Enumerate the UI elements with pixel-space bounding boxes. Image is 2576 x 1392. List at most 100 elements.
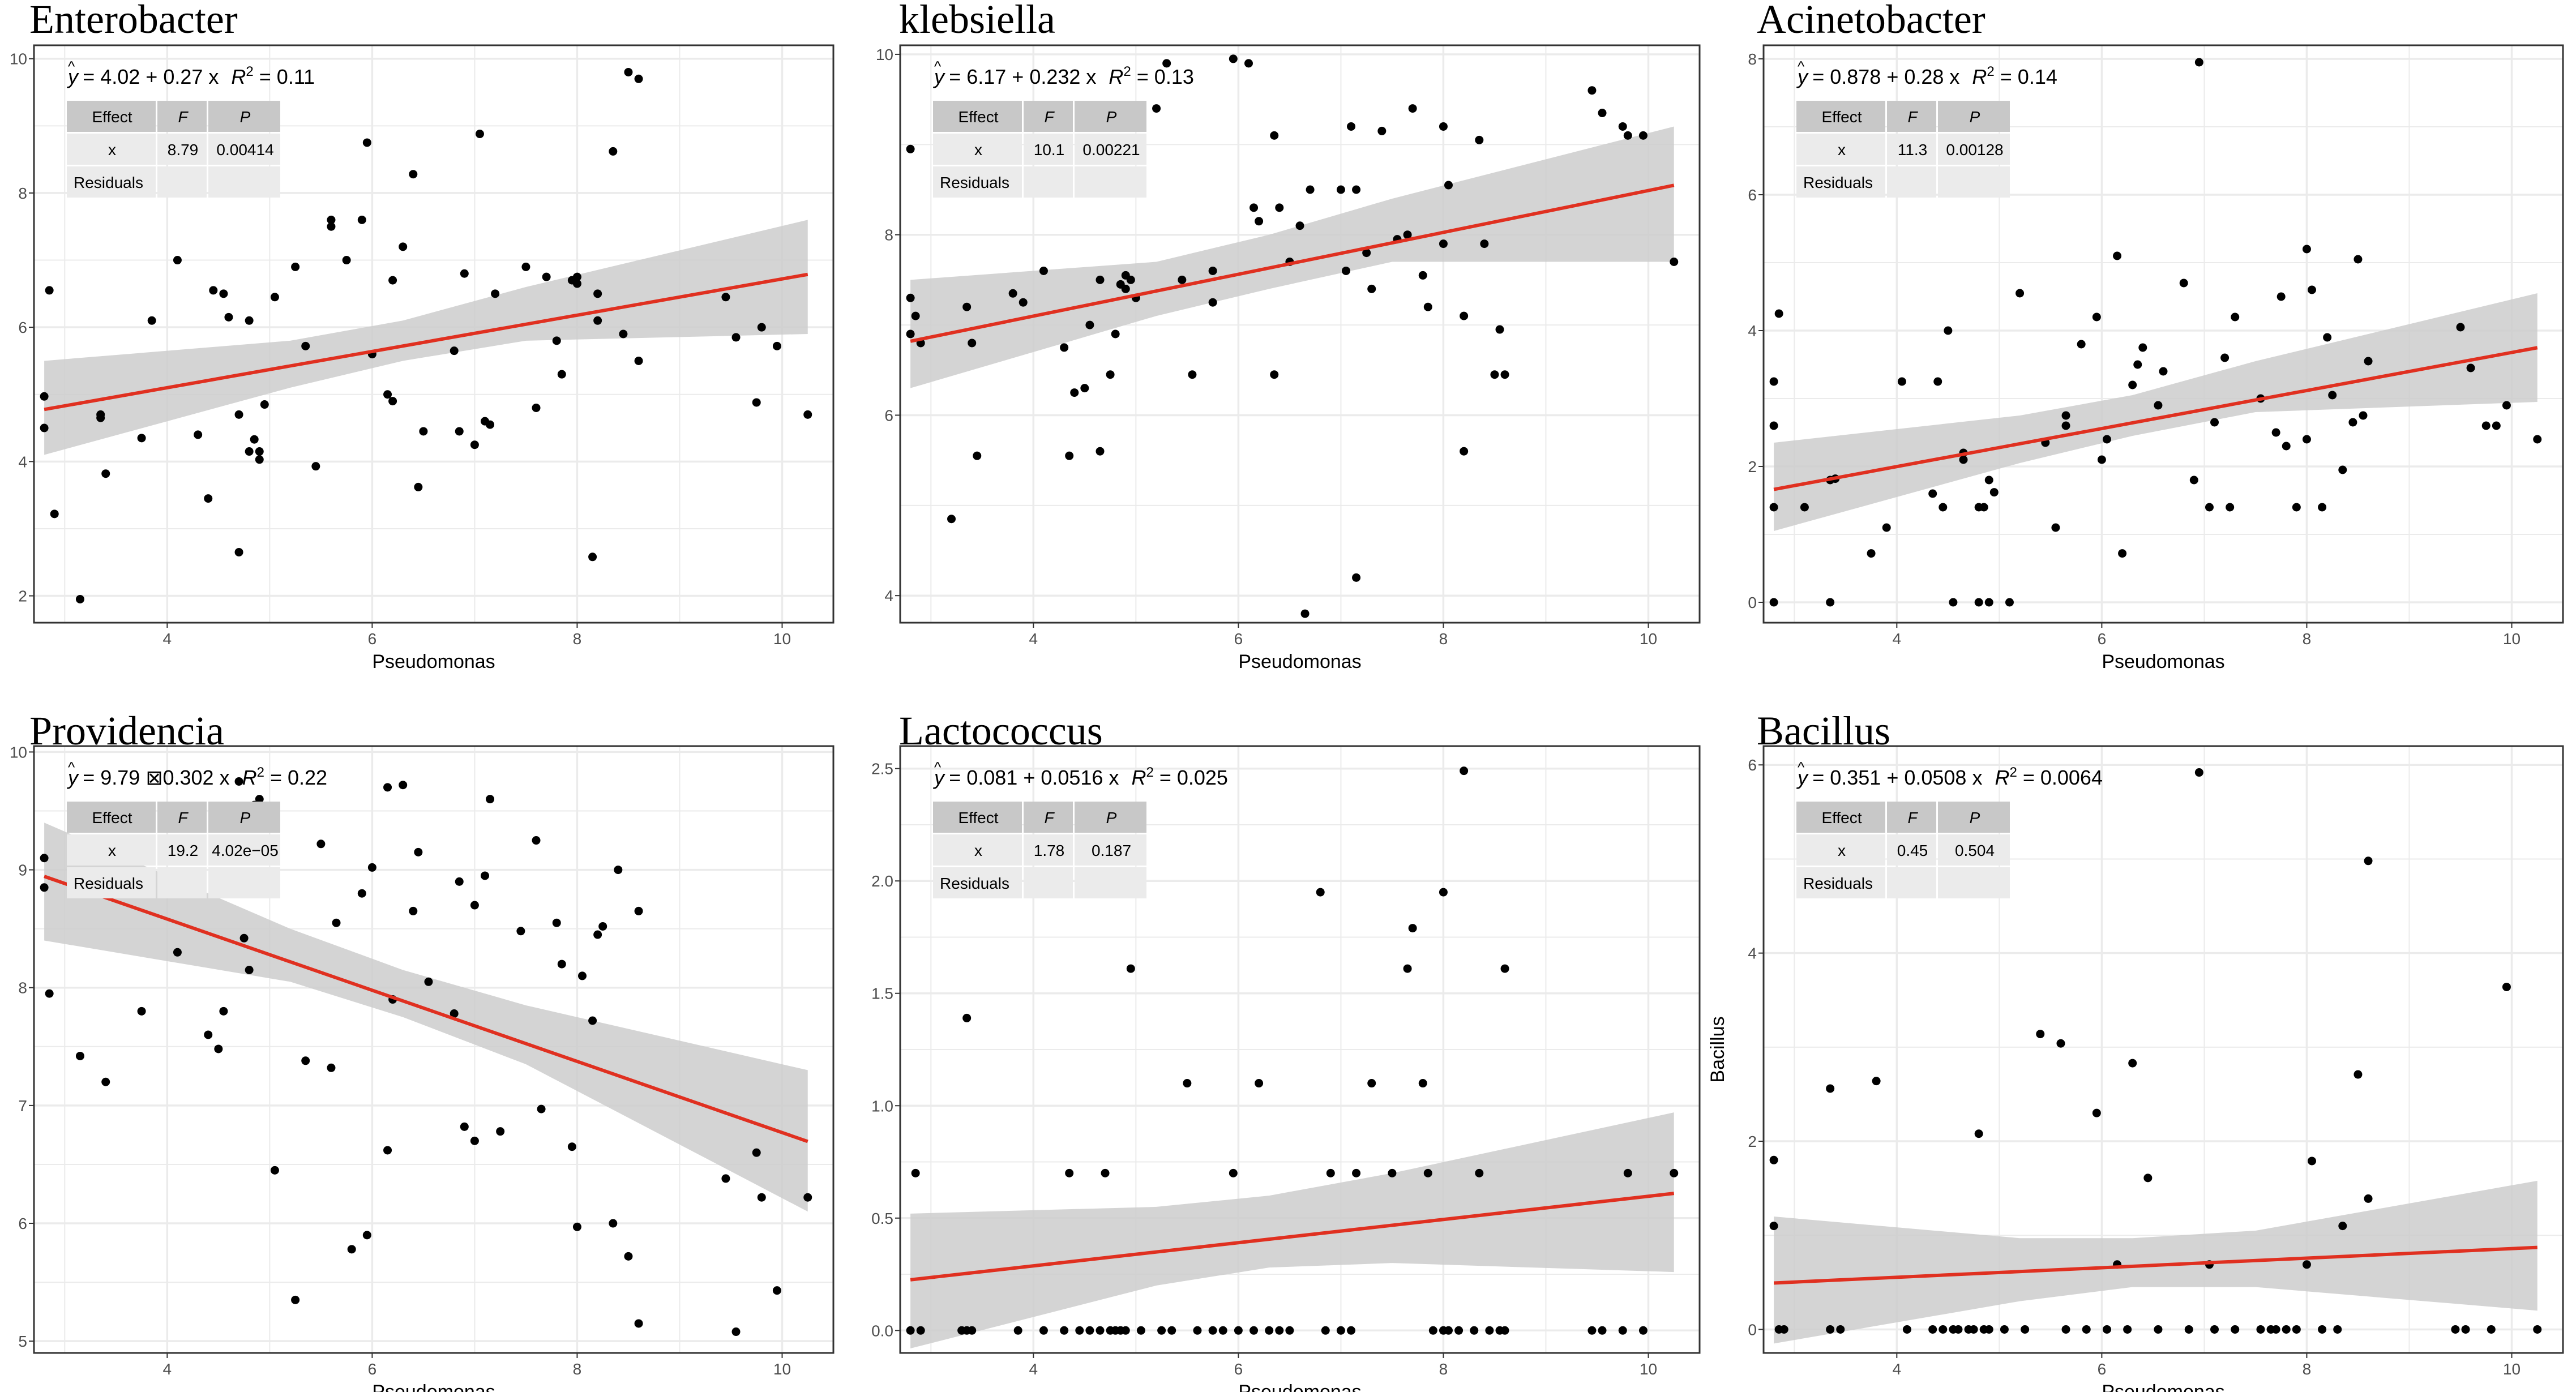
table-cell: 0.00221 xyxy=(1082,141,1140,159)
data-point xyxy=(45,989,54,998)
data-point xyxy=(1475,1168,1484,1177)
data-point xyxy=(1080,384,1089,393)
data-point xyxy=(362,1231,371,1240)
data-point xyxy=(1096,447,1105,456)
data-point xyxy=(1096,275,1105,284)
data-point xyxy=(634,356,643,365)
data-point xyxy=(2051,523,2060,532)
table-cell-bg xyxy=(1024,166,1073,198)
data-point xyxy=(1460,311,1469,320)
x-axis-label: Pseudomonas xyxy=(1238,651,1361,673)
data-point xyxy=(1587,86,1597,95)
data-point xyxy=(214,1044,223,1053)
data-point xyxy=(2338,1222,2347,1231)
data-point xyxy=(270,1166,279,1175)
y-tick-label: 8 xyxy=(884,226,893,244)
data-point xyxy=(1352,185,1361,194)
table-header-label: P xyxy=(1106,809,1117,826)
data-point xyxy=(1255,217,1264,226)
data-point xyxy=(1193,1326,1202,1335)
table-cell: x xyxy=(108,141,116,159)
table-cell-bg xyxy=(1938,166,2010,198)
data-point xyxy=(1229,1168,1238,1177)
data-point xyxy=(1954,1325,1963,1334)
data-point xyxy=(1984,598,1993,607)
data-point xyxy=(1902,1325,1911,1334)
data-point xyxy=(1326,1168,1335,1177)
table-header-label: P xyxy=(240,108,251,126)
table-cell: Residuals xyxy=(1803,875,1873,892)
panel-title: Acinetobacter xyxy=(1757,0,1986,42)
data-point xyxy=(2307,285,2316,294)
data-point xyxy=(496,1127,505,1136)
data-point xyxy=(2036,1030,2045,1039)
data-point xyxy=(1439,888,1448,897)
data-point xyxy=(224,312,233,322)
x-axis-label: Pseudomonas xyxy=(2102,1381,2224,1392)
table-header-cell xyxy=(67,802,156,833)
data-point xyxy=(557,960,566,969)
data-point xyxy=(40,883,49,892)
regression-line xyxy=(910,183,1675,343)
data-point xyxy=(2000,1325,2009,1334)
data-point xyxy=(1826,598,1835,607)
data-point xyxy=(1623,131,1632,140)
data-point xyxy=(1121,1326,1130,1335)
data-point xyxy=(906,144,915,153)
table-cell: x xyxy=(1838,141,1846,159)
table-cell-bg xyxy=(157,867,207,898)
data-point xyxy=(1418,1079,1427,1088)
data-point xyxy=(50,509,59,519)
table-header-cell xyxy=(1024,101,1073,132)
data-point xyxy=(1388,1168,1397,1177)
data-point xyxy=(906,329,915,339)
data-point xyxy=(450,1009,459,1018)
data-point xyxy=(609,1219,618,1228)
data-point xyxy=(1060,1326,1069,1335)
data-point xyxy=(1638,1326,1648,1335)
data-point xyxy=(1039,266,1048,275)
data-point xyxy=(537,1104,546,1113)
data-point xyxy=(173,256,182,265)
x-tick-label: 8 xyxy=(573,1360,582,1378)
data-point xyxy=(2179,279,2188,288)
data-point xyxy=(1300,609,1310,618)
data-point xyxy=(2092,312,2101,322)
data-point xyxy=(1423,1168,1432,1177)
table-cell-bg xyxy=(1938,834,2010,866)
y-tick-label: 6 xyxy=(1748,756,1757,774)
data-point xyxy=(414,482,423,491)
data-point xyxy=(2097,455,2106,464)
table-header-cell xyxy=(1796,802,1885,833)
data-point xyxy=(1321,1326,1330,1335)
data-point xyxy=(1183,1079,1192,1088)
data-point xyxy=(2005,598,2014,607)
data-point xyxy=(1070,388,1079,397)
table-cell: x xyxy=(1838,842,1846,859)
data-point xyxy=(1949,598,1958,607)
regression-line xyxy=(1773,346,2538,491)
data-point xyxy=(2210,1325,2219,1334)
data-point xyxy=(1826,1325,1835,1334)
table-cell: 19.2 xyxy=(168,842,199,859)
data-point xyxy=(234,777,243,786)
data-point xyxy=(1403,964,1412,973)
data-point xyxy=(450,346,459,356)
data-point xyxy=(1188,370,1197,379)
table-cell-bg xyxy=(208,867,280,898)
data-point xyxy=(1218,1326,1227,1335)
data-point xyxy=(96,410,105,419)
data-point xyxy=(147,316,156,325)
y-tick-label: 2 xyxy=(18,588,27,605)
table-cell: Residuals xyxy=(74,875,143,892)
data-point xyxy=(1638,131,1648,140)
data-point xyxy=(1060,343,1069,352)
data-point xyxy=(1769,1222,1778,1231)
data-point xyxy=(481,871,490,880)
data-point xyxy=(301,341,310,350)
table-header-cell xyxy=(1796,101,1885,132)
table-header-label: P xyxy=(240,809,251,826)
table-cell-bg xyxy=(157,134,207,165)
